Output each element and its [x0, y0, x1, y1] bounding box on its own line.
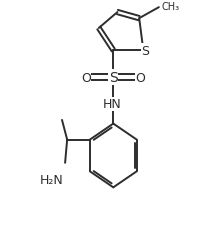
Text: CH₃: CH₃	[162, 2, 180, 12]
Text: HN: HN	[102, 98, 121, 111]
Text: O: O	[136, 71, 146, 84]
Text: S: S	[109, 71, 118, 85]
Text: H₂N: H₂N	[40, 173, 63, 186]
Text: O: O	[81, 71, 91, 84]
Text: S: S	[141, 44, 149, 57]
